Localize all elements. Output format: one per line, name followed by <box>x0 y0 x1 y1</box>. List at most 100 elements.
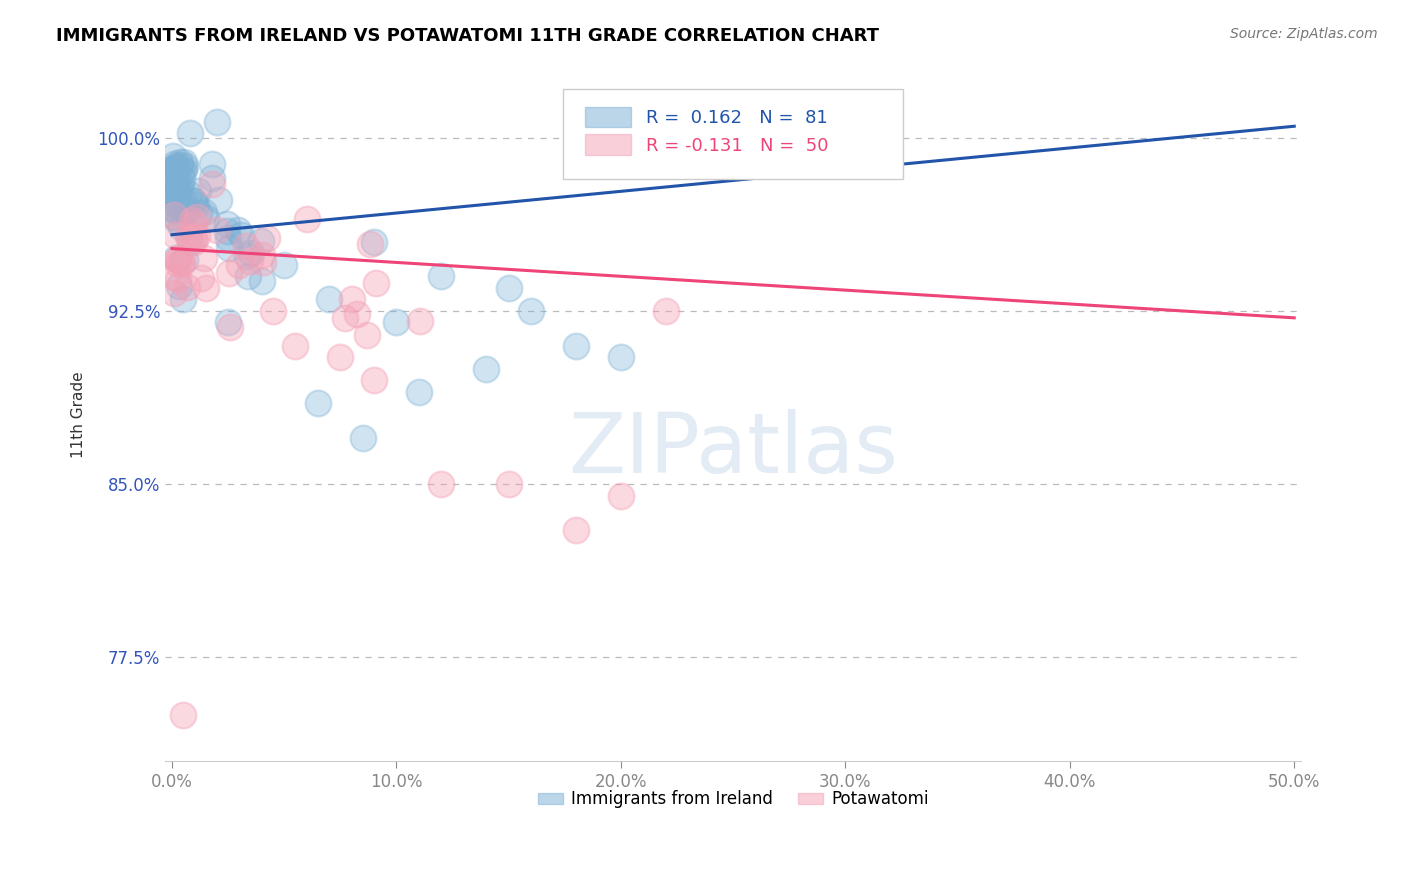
Point <box>172 707 194 722</box>
Point <box>186 211 208 225</box>
Point <box>215 217 238 231</box>
Point <box>169 181 191 195</box>
Point <box>177 186 200 201</box>
Point <box>183 231 205 245</box>
Point <box>333 310 356 325</box>
FancyBboxPatch shape <box>585 135 631 155</box>
Point <box>359 236 381 251</box>
Text: ZIPatlas: ZIPatlas <box>568 409 898 490</box>
Point <box>163 286 186 301</box>
Point <box>166 188 188 202</box>
Point <box>352 431 374 445</box>
Point <box>205 223 228 237</box>
Point <box>610 350 633 364</box>
Legend: Immigrants from Ireland, Potawatomi: Immigrants from Ireland, Potawatomi <box>531 784 935 815</box>
Point <box>188 206 211 220</box>
Point <box>193 251 215 265</box>
Point <box>173 162 195 177</box>
Point <box>610 489 633 503</box>
Point <box>165 192 187 206</box>
Point <box>180 235 202 249</box>
Point <box>236 249 259 263</box>
Point <box>176 280 198 294</box>
Point <box>194 211 217 225</box>
Point <box>165 251 187 265</box>
Point <box>162 202 184 216</box>
Point <box>172 256 194 270</box>
Point <box>430 269 453 284</box>
Point <box>163 209 186 223</box>
Point <box>176 203 198 218</box>
Point <box>363 373 385 387</box>
Point <box>187 184 209 198</box>
Point <box>190 270 212 285</box>
Point <box>217 224 239 238</box>
Point <box>170 177 193 191</box>
Point <box>165 174 187 188</box>
Point <box>162 178 184 192</box>
Point <box>385 315 408 329</box>
Point <box>256 231 278 245</box>
Point <box>346 307 368 321</box>
Point <box>181 194 204 208</box>
Point <box>163 162 186 177</box>
Point <box>219 320 242 334</box>
Point <box>229 227 252 242</box>
Point <box>218 241 240 255</box>
Point <box>217 231 239 245</box>
Point <box>194 281 217 295</box>
Point <box>318 293 340 307</box>
FancyBboxPatch shape <box>562 89 904 179</box>
Point <box>356 328 378 343</box>
Point <box>163 166 186 180</box>
Point <box>163 161 186 175</box>
Point <box>167 185 190 199</box>
Point <box>498 477 520 491</box>
Point <box>273 258 295 272</box>
Point <box>173 252 195 267</box>
Point <box>177 229 200 244</box>
Point <box>217 315 239 329</box>
Point <box>475 361 498 376</box>
Point <box>167 200 190 214</box>
Point <box>166 180 188 194</box>
Point <box>166 184 188 198</box>
Point <box>162 195 184 210</box>
FancyBboxPatch shape <box>585 107 631 128</box>
Point <box>655 304 678 318</box>
Point <box>238 269 260 284</box>
Point <box>167 213 190 227</box>
Point <box>173 159 195 173</box>
Point <box>173 196 195 211</box>
Point <box>252 255 274 269</box>
Point <box>430 477 453 491</box>
Point <box>179 232 201 246</box>
Text: IMMIGRANTS FROM IRELAND VS POTAWATOMI 11TH GRADE CORRELATION CHART: IMMIGRANTS FROM IRELAND VS POTAWATOMI 11… <box>56 27 879 45</box>
Point <box>163 173 186 187</box>
Point <box>329 350 352 364</box>
Point <box>166 252 188 266</box>
Point <box>169 255 191 269</box>
Point <box>186 229 208 244</box>
Point <box>170 171 193 186</box>
Point <box>363 235 385 249</box>
Point <box>172 293 194 307</box>
Y-axis label: 11th Grade: 11th Grade <box>72 371 86 458</box>
Point <box>284 338 307 352</box>
Point <box>167 253 190 268</box>
Point <box>565 338 588 352</box>
Text: R = -0.131   N =  50: R = -0.131 N = 50 <box>645 137 828 155</box>
Point <box>169 155 191 169</box>
Point <box>162 149 184 163</box>
Point <box>208 193 231 207</box>
Point <box>163 210 186 224</box>
Point <box>235 238 257 252</box>
Point <box>163 161 186 175</box>
Point <box>167 257 190 271</box>
Point <box>173 204 195 219</box>
Point <box>239 254 262 268</box>
Point <box>201 177 224 191</box>
Point <box>228 258 250 272</box>
Point <box>163 202 186 217</box>
Text: Source: ZipAtlas.com: Source: ZipAtlas.com <box>1230 27 1378 41</box>
